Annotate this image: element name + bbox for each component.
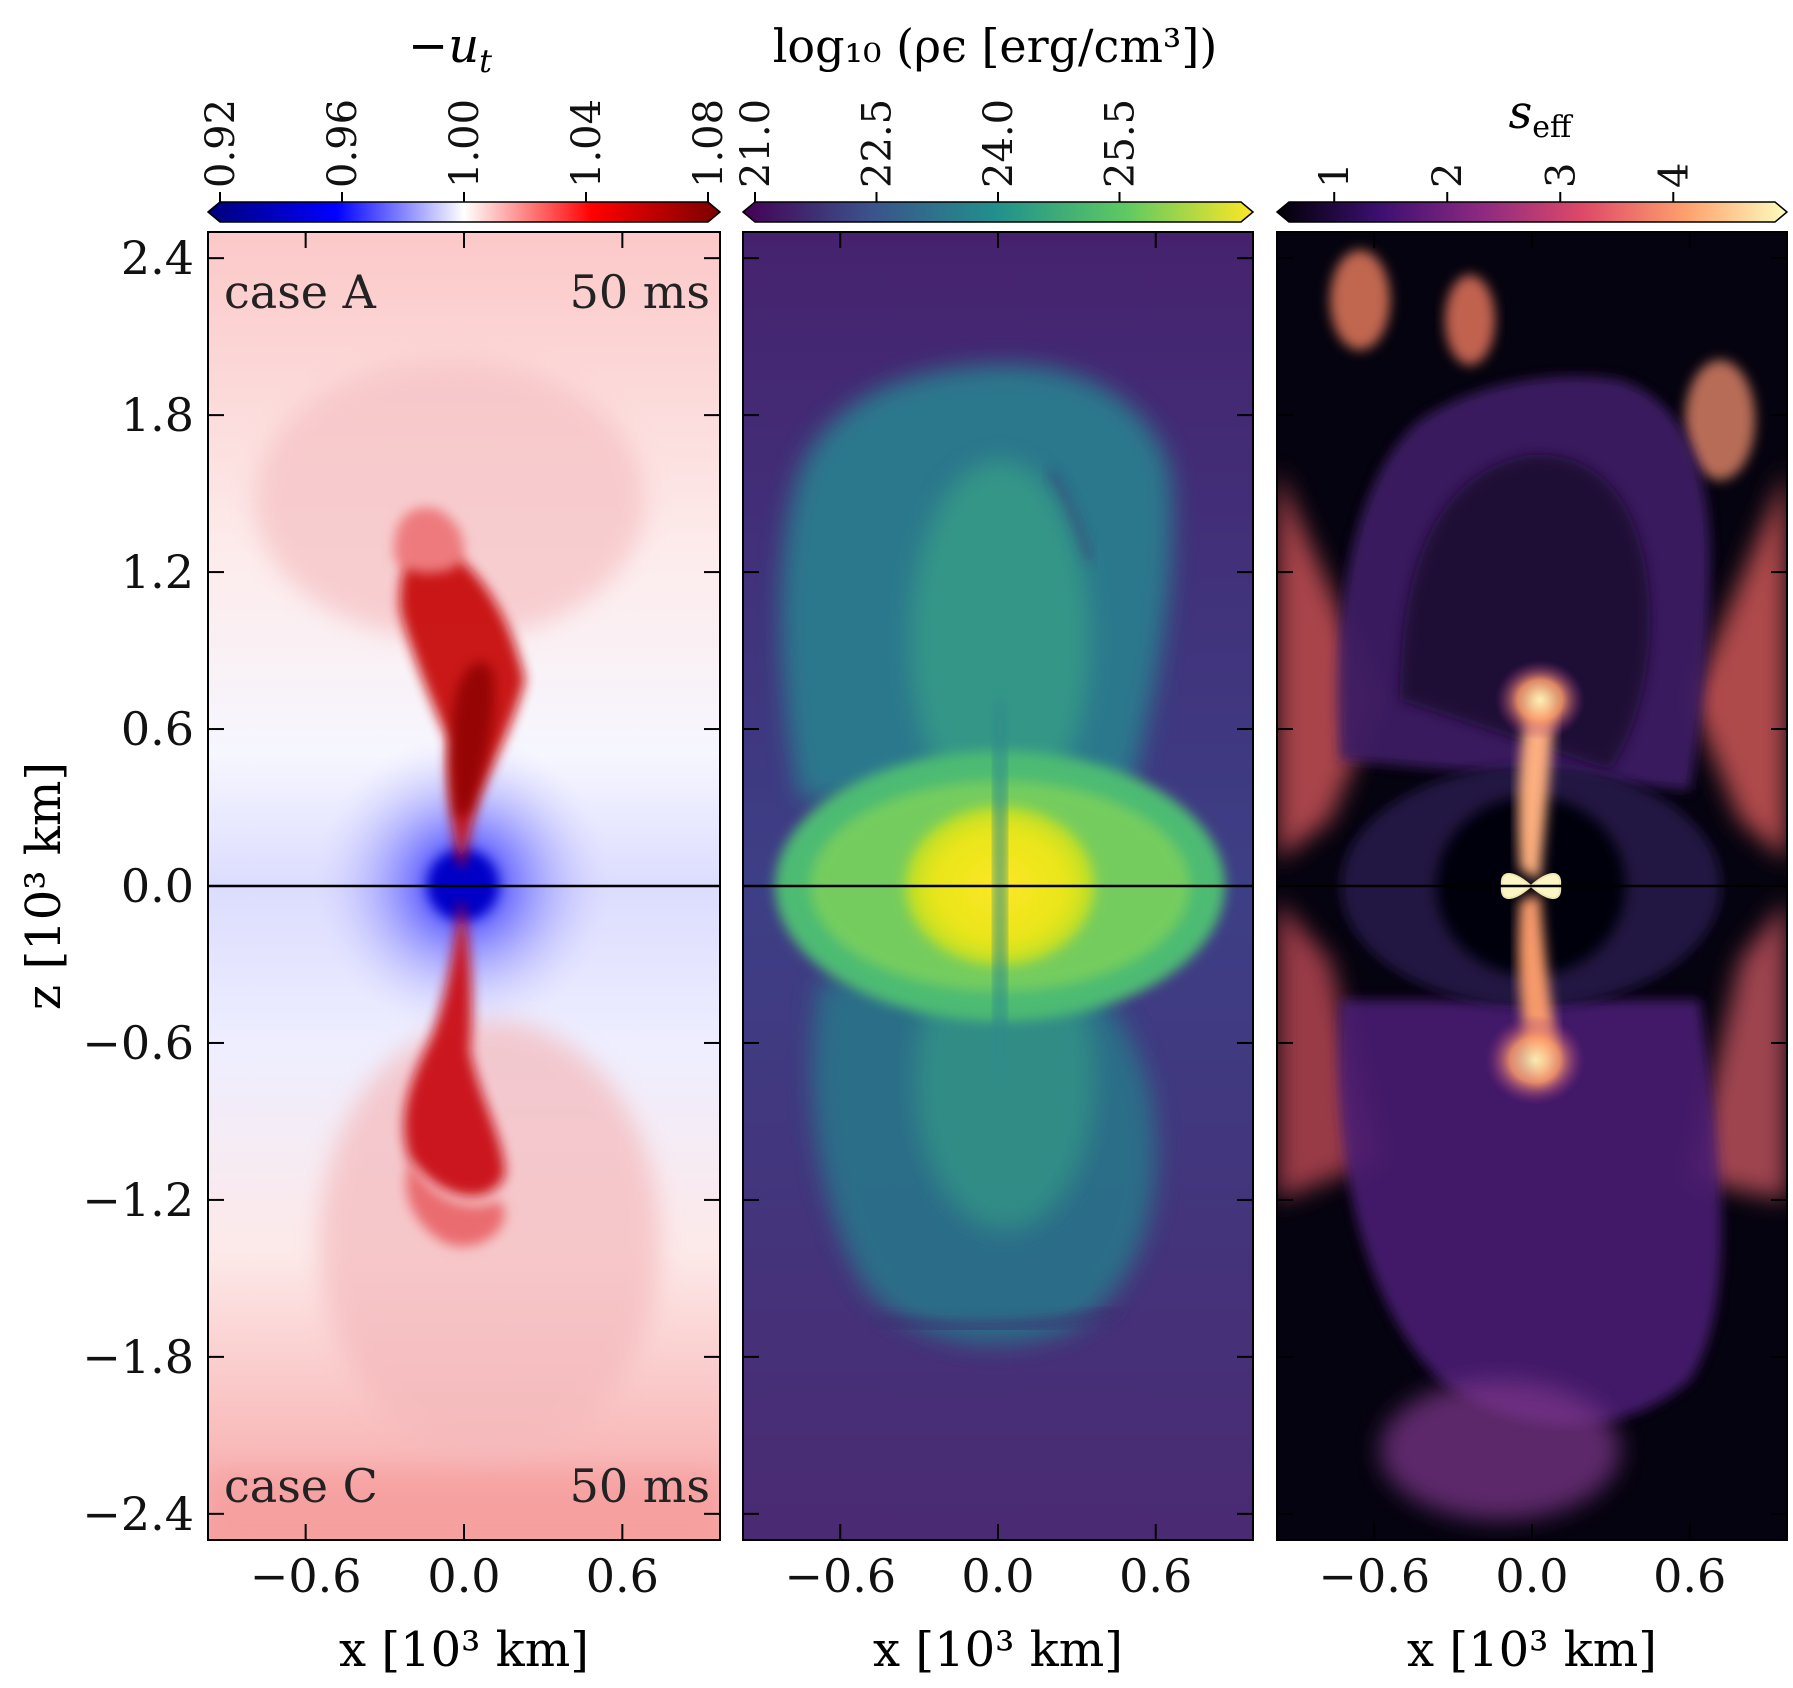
energy-colorbar: [741, 201, 1255, 223]
colorbar-tick-label: 2: [1425, 163, 1471, 188]
seff-colorbar-ticks: 1 2 3 4: [1312, 163, 1697, 202]
x-tick-label: 0.6: [586, 1549, 659, 1603]
colorbar-tick-label: 3: [1538, 163, 1584, 188]
ut-colorbar-bar: [206, 201, 722, 223]
colorbar-tick-label: 4: [1651, 163, 1697, 188]
y-tick-label: −1.2: [82, 1173, 194, 1227]
seff-colorbar: [1275, 201, 1789, 223]
ut-annotation-top-right: 50 ms: [570, 265, 710, 319]
panel-ut: −0.6 0.0 0.6 2.4 1.8 1.2 0.6 0.0 −0.6 −1.2 −1.8 −2.…: [16, 18, 732, 1678]
x-tick-label: −0.6: [250, 1549, 362, 1603]
y-tick-label: 0.6: [121, 702, 194, 756]
colorbar-tick-label: 1: [1312, 163, 1358, 188]
colorbar-tick-label: 0.92: [198, 99, 244, 188]
colorbar-tick-label: 21.0: [733, 99, 779, 188]
energy-colorbar-ticks: 21.0 22.5 24.0 25.5: [733, 99, 1144, 202]
ut-annotation-bottom-right: 50 ms: [570, 1459, 710, 1513]
colorbar-tick-label: 22.5: [855, 99, 901, 188]
panel-seff: −0.6 0.0 0.6 1 2 3 4 seff x [10³ km]: [1275, 85, 1789, 1678]
ut-x-axis-label: x [10³ km]: [339, 1622, 589, 1678]
energy-colorbar-label: log₁₀ (ρϵ [erg/cm³]): [773, 19, 1218, 73]
colorbar-tick-label: 1.08: [686, 99, 732, 188]
y-tick-label: −1.8: [82, 1330, 194, 1384]
energy-ticks: −0.6 0.0 0.6: [743, 232, 1253, 1603]
y-tick-label: 1.8: [121, 388, 194, 442]
seff-x-axis-label: x [10³ km]: [1407, 1622, 1657, 1678]
x-tick-label: 0.0: [961, 1549, 1034, 1603]
x-tick-label: 0.0: [427, 1549, 500, 1603]
seff-colorbar-label: seff: [1509, 85, 1574, 145]
colorbar-tick-label: 1.00: [442, 99, 488, 188]
x-tick-label: 0.6: [1119, 1549, 1192, 1603]
ut-y-axis-label: z [10³ km]: [16, 762, 72, 1010]
y-tick-label: −0.6: [82, 1016, 194, 1070]
y-tick-label: 0.0: [121, 859, 194, 913]
seff-colorbar-bar: [1275, 201, 1789, 223]
colorbar-tick-label: 1.04: [564, 99, 610, 188]
y-tick-label: 2.4: [121, 231, 194, 285]
panel-energy-density: −0.6 0.0 0.6 21.0 22.5 24.0 25.5 log₁₀ (ρϵ [e…: [733, 19, 1255, 1678]
ut-annotation-top-left: case A: [224, 265, 377, 319]
y-tick-label: 1.2: [121, 545, 194, 599]
ut-ticks: −0.6 0.0 0.6 2.4 1.8 1.2 0.6 0.0 −0.6 −1.2 −1.8 −2.…: [82, 231, 720, 1603]
x-tick-label: −0.6: [1318, 1549, 1430, 1603]
energy-x-axis-label: x [10³ km]: [873, 1622, 1123, 1678]
colorbar-tick-label: 25.5: [1098, 99, 1144, 188]
ut-colorbar-ticks: 0.92 0.96 1.00 1.04 1.08: [198, 99, 732, 202]
colorbar-tick-label: 24.0: [976, 99, 1022, 188]
x-tick-label: 0.6: [1653, 1549, 1726, 1603]
colorbar-tick-label: 0.96: [320, 99, 366, 188]
energy-colorbar-bar: [741, 201, 1255, 223]
seff-ticks: −0.6 0.0 0.6: [1277, 232, 1787, 1603]
ut-colorbar-label: −ut: [408, 18, 492, 80]
y-tick-label: −2.4: [82, 1487, 194, 1541]
x-tick-label: −0.6: [784, 1549, 896, 1603]
ut-colorbar: [206, 201, 722, 223]
ut-annotation-bottom-left: case C: [224, 1459, 378, 1513]
x-tick-label: 0.0: [1495, 1549, 1568, 1603]
